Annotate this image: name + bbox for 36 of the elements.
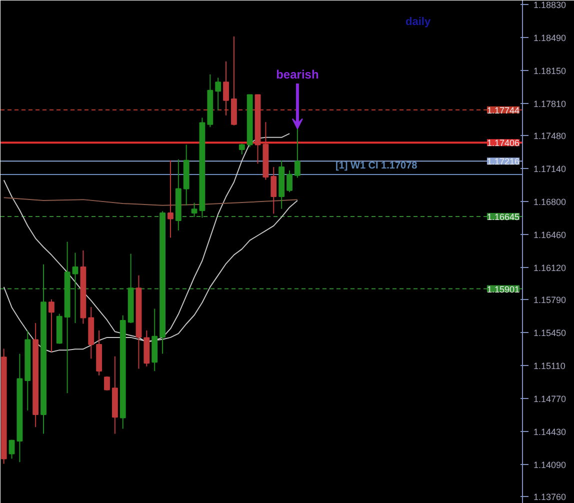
y-tick-label: 1.16800 [534,197,566,208]
y-tick-label: 1.14090 [534,460,566,470]
candlestick [238,143,245,155]
candlestick [104,376,110,391]
y-tick-label: 1.15790 [534,295,566,306]
y-tick-label: 1.13760 [534,492,566,502]
y-tick-label: 1.18830 [534,0,566,10]
candlestick [8,439,15,460]
ref-line-label: 1.17216 [486,156,520,167]
candlestick [72,252,78,324]
annotation: bearish [276,68,319,82]
candlestick [286,170,292,193]
y-tick-label: 1.16460 [534,230,566,240]
y-tick-label: 1.14430 [534,427,566,438]
y-tick-label: 1.15110 [534,361,566,372]
line-series [3,197,298,206]
candlestick [191,202,198,218]
y-tick-label: 1.17810 [534,98,566,109]
text: daily [406,16,432,28]
y-tick-label: 1.17140 [534,164,566,174]
candlestick [223,60,229,116]
ref-line-label: 1.15901 [486,284,520,294]
ref-line-label: 1.16645 [486,212,520,222]
candlestick [168,160,174,238]
y-tick-label: 1.18490 [534,32,566,43]
ref-line-label: 1.17744 [486,105,520,116]
candlestick [48,298,54,353]
ref-line-label: 1.17406 [486,138,520,148]
y-tick-label: 1.17480 [534,130,566,141]
y-tick-label: 1.15450 [534,328,566,338]
annotation: [1] W1 CI 1.17078 [336,160,418,172]
y-tick-label: 1.14770 [534,394,566,404]
y-tick-label: 1.18150 [534,66,566,76]
candlestick [215,77,222,111]
candlestick [270,166,277,214]
y-tick-label: 1.16120 [534,263,566,274]
